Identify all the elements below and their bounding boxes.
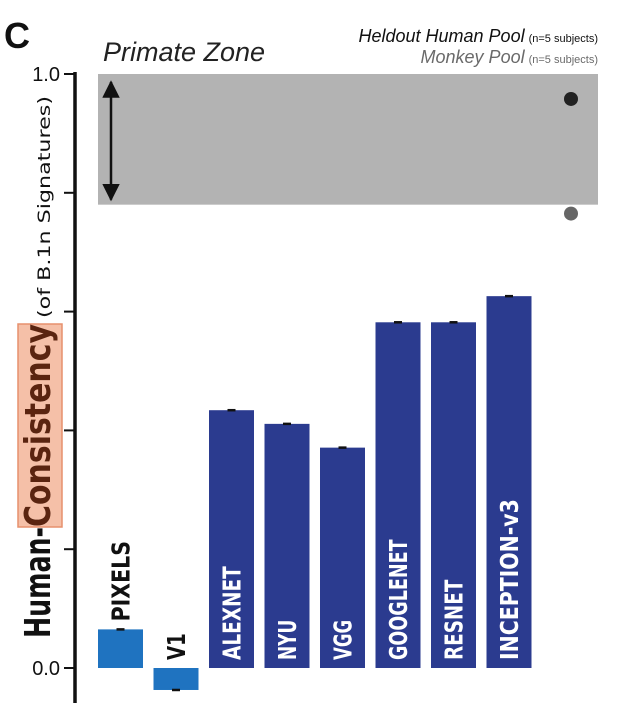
legend-monkey: Monkey Pool (n=5 subjects): [421, 47, 598, 67]
y-axis-ticks: 0.0 1.0: [32, 64, 75, 680]
bar-label-alexnet: ALEXNET: [218, 566, 247, 660]
bar-label-nyu: NYU: [273, 620, 302, 660]
y-tick-label-5: 1.0: [32, 64, 60, 86]
bars: PIXELS V1 ALEXNET NYU VGG GOOGLENET RESNET INCE…: [98, 294, 532, 692]
ylabel-suffix: (of B.1n Signatures): [35, 96, 55, 318]
ylabel-highlight: Consistency: [18, 324, 59, 527]
bar-inception-v3: [486, 296, 532, 668]
bar-alexnet: [209, 410, 254, 668]
legend-heldout-human-name: Heldout Human Pool: [358, 26, 525, 46]
panel-label: C: [4, 15, 30, 56]
y-tick-label-0: 0.0: [32, 658, 60, 680]
ylabel-prefix: Human-: [18, 527, 59, 638]
y-axis-label: Human-Consistency (of B.1n Signatures): [17, 96, 63, 638]
bar-v1: [153, 668, 199, 690]
marker-heldout-human-pool: [564, 91, 578, 106]
bar-label-googlenet: GOOGLENET: [384, 539, 413, 660]
bar-label-vgg: VGG: [329, 620, 358, 660]
bar-label-v1: V1: [162, 633, 191, 660]
legend-heldout-human-note: (n=5 subjects): [529, 33, 598, 45]
bar-label-inception-v3: INCEPTION-v3: [495, 499, 524, 660]
ylabel-highlight-box: [17, 323, 63, 528]
bar-nyu: [264, 423, 310, 668]
legend-heldout-human: Heldout Human Pool (n=5 subjects): [358, 26, 598, 46]
bar-label-resnet: RESNET: [440, 580, 469, 660]
marker-monkey-pool: [564, 206, 578, 221]
pool-markers: [564, 91, 578, 221]
legend-monkey-note: (n=5 subjects): [529, 54, 598, 66]
bar-label-pixels: PIXELS: [107, 541, 136, 621]
ylabel-text: Human-Consistency (of B.1n Signatures): [18, 96, 59, 638]
bar-pixels: [98, 629, 143, 668]
primate-zone-label: Primate Zone: [103, 37, 265, 67]
bar-googlenet: [375, 322, 421, 668]
bar-vgg: [320, 447, 365, 668]
primate-zone-band: [98, 74, 598, 205]
bar-resnet: [431, 322, 476, 668]
legend-monkey-name: Monkey Pool: [421, 47, 526, 67]
